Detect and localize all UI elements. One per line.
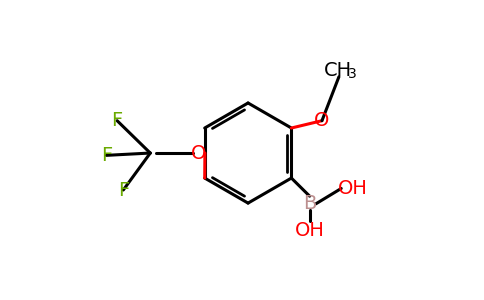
Text: OH: OH: [295, 220, 325, 239]
Text: F: F: [118, 181, 129, 200]
Text: OH: OH: [338, 179, 368, 198]
Text: F: F: [101, 146, 112, 165]
Text: O: O: [191, 143, 207, 163]
Text: B: B: [303, 194, 317, 213]
Text: O: O: [314, 111, 330, 130]
Text: CH: CH: [324, 61, 352, 80]
Text: 3: 3: [348, 68, 356, 82]
Text: F: F: [111, 111, 123, 130]
